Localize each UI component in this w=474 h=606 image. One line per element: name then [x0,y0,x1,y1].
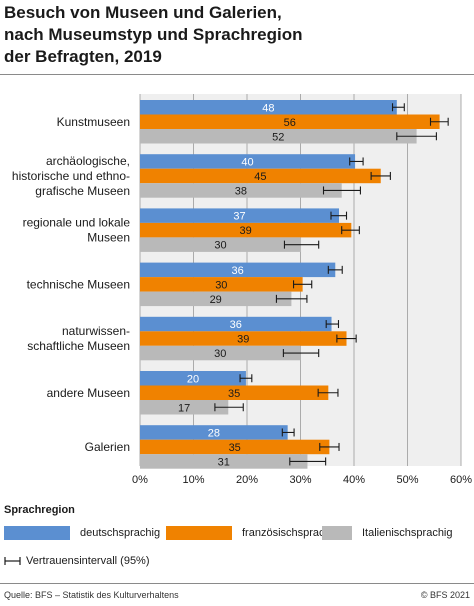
legend-label-italienischsprachig: Italienischsprachig [362,527,453,539]
category-label: Galerien [85,440,130,454]
bar-Italienischsprachig [140,237,302,252]
bar-deutschsprachig [140,100,397,115]
legend-swatch-deutschsprachig [4,526,70,540]
data-label: 35 [228,388,240,400]
chart-title: Besuch von Museen und Galerien, nach Mus… [4,2,464,68]
x-tick-label: 50% [396,474,418,486]
bar-französischsprachig [140,222,352,238]
data-label: 17 [178,402,190,414]
bar-deutschsprachig [140,262,336,278]
legend-label-franzoesischsprachig: französischsprachig [242,527,340,539]
data-label: 39 [237,334,249,346]
data-label: 37 [233,211,245,223]
bar-französischsprachig [140,385,329,400]
legend-swatch-franzoesischsprachig [166,526,232,540]
title-line-3: der Befragten, 2019 [4,47,162,66]
category-label: technische Museen [27,277,130,291]
x-tick-label: 60% [450,474,472,486]
bar-französischsprachig [140,331,347,346]
x-tick-label: 40% [343,474,365,486]
bar-deutschsprachig [140,371,246,386]
bottom-divider [0,583,474,584]
data-label: 30 [215,279,227,291]
legend-swatch-italienischsprachig [322,526,352,540]
data-label: 29 [210,294,222,306]
category-label: regionale und lokale [23,216,131,230]
x-tick-label: 30% [289,474,311,486]
bar-Italienischsprachig [140,183,342,198]
data-label: 28 [208,428,220,440]
data-label: 36 [230,319,242,331]
data-label: 30 [214,240,226,252]
category-label: naturwissen- [62,324,130,338]
category-label: Kunstmuseen [57,115,130,129]
category-label: andere Museen [47,386,130,400]
bar-Italienischsprachig [140,129,417,144]
data-label: 35 [229,442,241,454]
data-label: 45 [254,171,266,183]
category-label: grafische Museen [35,184,130,198]
x-tick-label: 0% [132,474,148,486]
bar-deutschsprachig [140,154,356,169]
bar-deutschsprachig [140,316,332,332]
data-label: 30 [214,348,226,360]
copyright: © BFS 2021 [420,590,470,600]
category-label: schaftliche Museen [27,339,130,353]
bar-französischsprachig [140,277,303,292]
bar-deutschsprachig [140,208,340,223]
data-label: 40 [241,157,253,169]
category-label: historische und ethno- [12,169,130,183]
bar-französischsprachig [140,168,381,184]
title-line-2: nach Museumstyp und Sprachregion [4,25,303,44]
bar-Italienischsprachig [140,454,308,469]
data-label: 38 [235,186,247,198]
data-label: 48 [262,102,274,114]
bar-französischsprachig [140,114,440,129]
source-note: Quelle: BFS – Statistik des Kulturverhal… [4,590,179,600]
legend-title: Sprachregion [4,504,75,516]
category-label: archäologische, [46,154,130,168]
data-label: 20 [187,373,199,385]
data-label: 56 [284,117,296,129]
legend: deutschsprachig französischsprachig Ital… [0,524,474,542]
category-label: Museen [87,231,130,245]
ci-legend-label: Vertrauensintervall (95%) [26,555,150,567]
title-line-1: Besuch von Museen und Galerien, [4,3,282,22]
bar-Italienischsprachig [140,291,292,307]
x-tick-label: 20% [236,474,258,486]
data-label: 36 [232,265,244,277]
bar-Italienischsprachig [140,345,301,361]
data-label: 31 [218,457,230,469]
ci-whisker-icon [4,557,21,565]
bar-französischsprachig [140,439,330,455]
data-label: 39 [240,225,252,237]
top-divider [0,74,474,75]
bar-deutschsprachig [140,425,288,440]
legend-label-deutschsprachig: deutschsprachig [80,527,161,539]
data-label: 52 [272,131,284,143]
x-tick-label: 10% [182,474,204,486]
bar-Italienischsprachig [140,400,229,415]
